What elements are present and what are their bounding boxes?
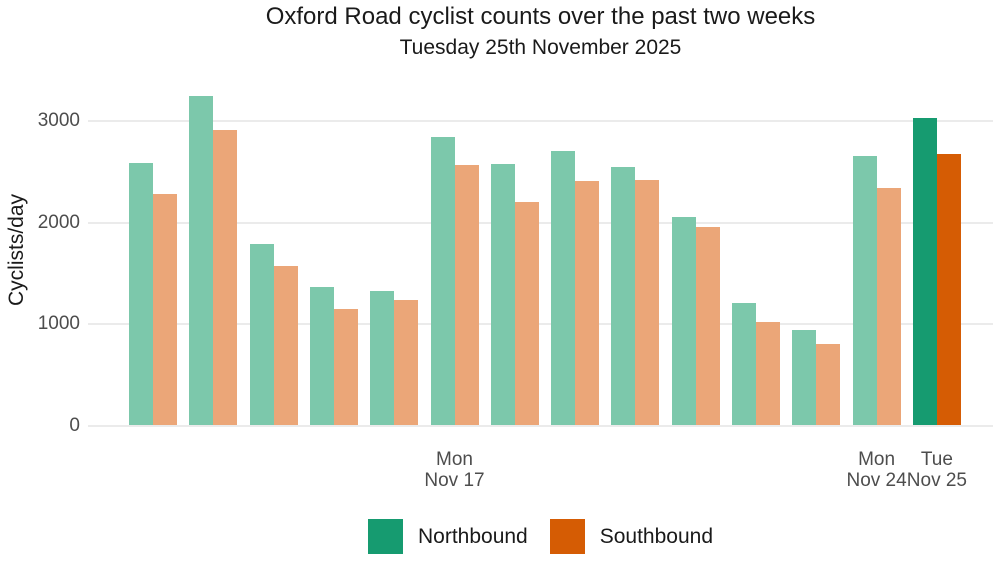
bar-southbound-wed-nov-19 — [575, 181, 600, 426]
gridline-2000 — [88, 221, 993, 224]
legend-item-northbound: Northbound — [367, 519, 528, 554]
legend-key-southbound-swatch — [549, 519, 585, 554]
bar-southbound-sun-nov-23 — [816, 344, 841, 426]
legend-label-southbound: Southbound — [599, 524, 714, 548]
bar-southbound-sun-nov-16 — [394, 299, 419, 426]
y-tick-label-2000: 2000 — [37, 211, 80, 233]
y-tick-label-1000: 1000 — [37, 313, 80, 335]
bar-northbound-sat-nov-22 — [732, 302, 756, 426]
bar-northbound-thu-nov-20 — [611, 166, 636, 426]
x-axis-label-mon-nov-24: Mon Nov 24 — [846, 449, 907, 491]
bar-southbound-sat-nov-15 — [333, 308, 358, 426]
bar-northbound-sun-nov-23 — [792, 330, 817, 426]
bar-northbound-mon-nov-17 — [430, 136, 455, 426]
bar-northbound-wed-nov-12 — [129, 162, 153, 426]
gridline-3000 — [88, 120, 993, 123]
bar-northbound-thu-nov-13 — [189, 95, 214, 426]
bar-northbound-tue-nov-25 — [912, 118, 937, 426]
bar-northbound-fri-nov-14 — [249, 243, 274, 426]
bar-northbound-fri-nov-21 — [671, 216, 696, 426]
bar-southbound-wed-nov-12 — [153, 194, 177, 426]
legend-key-northbound-swatch — [367, 519, 403, 554]
y-tick-label-0: 0 — [69, 414, 80, 436]
bar-southbound-thu-nov-13 — [213, 130, 238, 426]
bar-southbound-thu-nov-20 — [635, 180, 660, 426]
gridline-0 — [88, 424, 993, 427]
bar-northbound-sat-nov-15 — [309, 286, 334, 426]
gridline-1000 — [88, 323, 993, 326]
bar-southbound-tue-nov-25 — [936, 153, 961, 426]
bar-northbound-wed-nov-19 — [551, 150, 576, 426]
bar-northbound-tue-nov-18 — [490, 163, 515, 426]
chart-title: Oxford Road cyclist counts over the past… — [265, 3, 816, 30]
legend-label-northbound: Northbound — [417, 524, 528, 548]
legend: Northbound Southbound — [88, 519, 993, 554]
legend-item-southbound: Southbound — [549, 519, 714, 554]
bar-southbound-mon-nov-24 — [876, 188, 901, 426]
x-axis-label-tue-nov-25: Tue Nov 25 — [906, 449, 967, 491]
y-tick-label-3000: 3000 — [37, 110, 80, 132]
bar-southbound-fri-nov-21 — [695, 226, 720, 426]
bar-northbound-mon-nov-24 — [852, 155, 877, 426]
bar-southbound-mon-nov-17 — [454, 164, 479, 426]
x-axis-label-mon-nov-17: Mon Nov 17 — [424, 449, 485, 491]
bar-southbound-fri-nov-14 — [273, 266, 298, 426]
chart-subtitle: Tuesday 25th November 2025 — [399, 36, 682, 59]
bar-southbound-sat-nov-22 — [756, 322, 780, 426]
bar-southbound-tue-nov-18 — [514, 202, 539, 426]
bar-northbound-sun-nov-16 — [370, 290, 395, 426]
